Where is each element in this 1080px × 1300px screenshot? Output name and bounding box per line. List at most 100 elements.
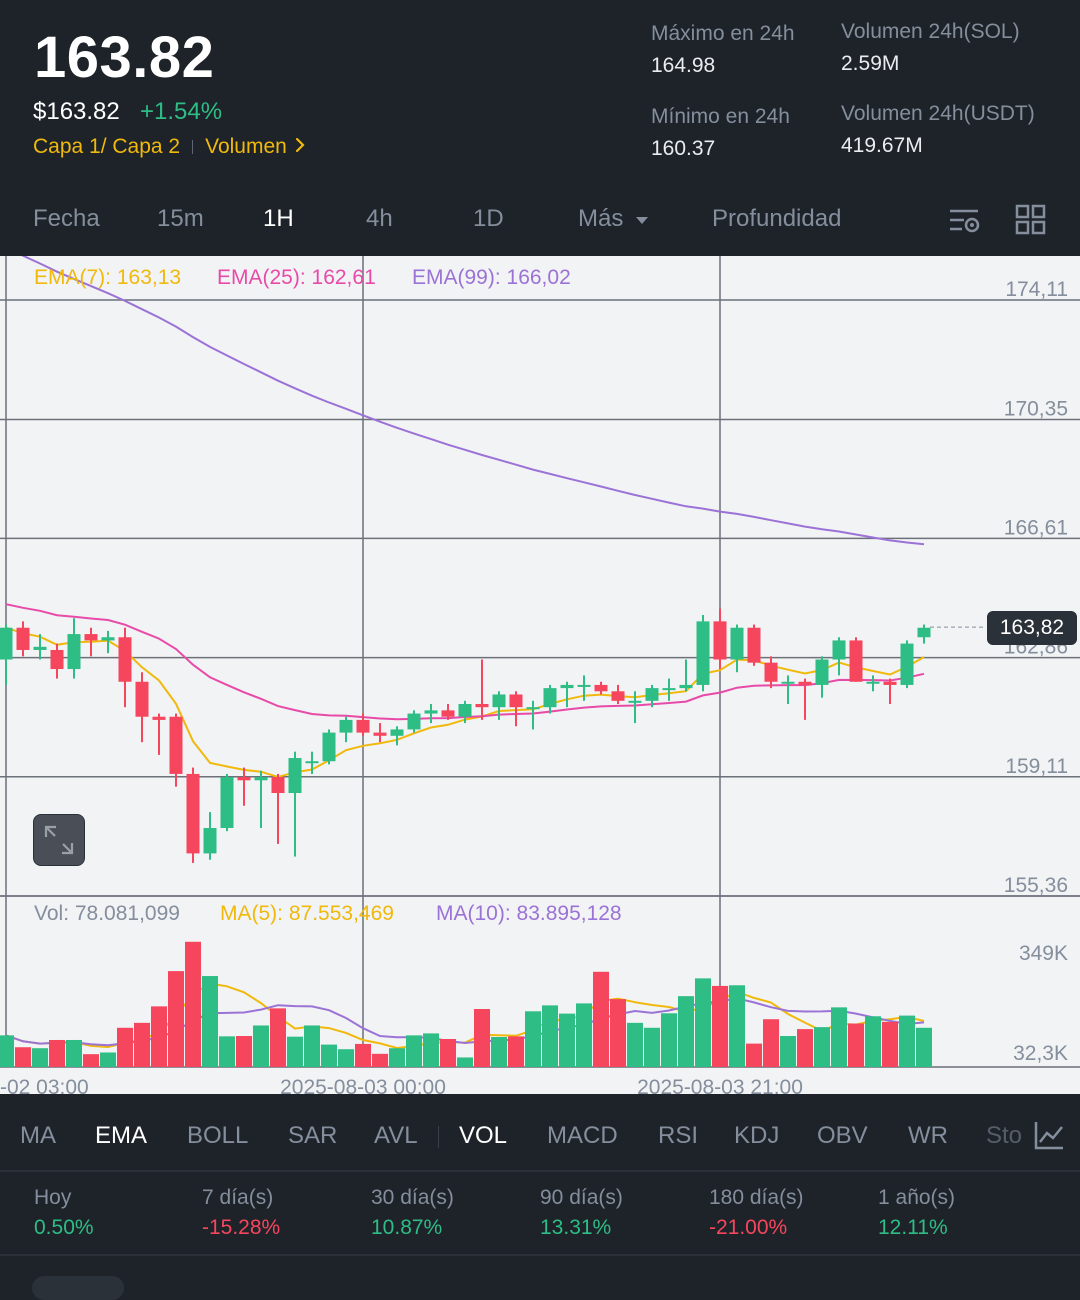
ind-macd[interactable]: MACD <box>547 1122 618 1149</box>
tag-separator <box>192 140 194 154</box>
candle-body <box>917 627 931 638</box>
volume-bar <box>168 971 184 1067</box>
volume-bar <box>763 1019 779 1067</box>
performance-row: Hoy 0.50% 7 día(s) -15.28% 30 día(s) 10.… <box>0 1172 1080 1252</box>
candle-body <box>832 640 846 660</box>
candle-body <box>33 646 47 650</box>
volume-bar <box>559 1013 575 1067</box>
candle-body <box>118 637 132 682</box>
perf-label: 1 año(s) <box>878 1186 956 1209</box>
candle-body <box>84 634 98 641</box>
candle-body <box>492 694 506 708</box>
volume-bar <box>678 996 694 1067</box>
volume-bar <box>899 1015 915 1067</box>
candle-body <box>849 640 863 682</box>
ind-vol[interactable]: VOL <box>459 1122 508 1149</box>
volume-bar <box>185 941 201 1067</box>
volume-bar <box>542 1005 558 1067</box>
volume-bar <box>15 1047 31 1067</box>
tab-1h[interactable]: 1H <box>263 205 294 232</box>
perf-90d: 90 día(s) 13.31% <box>540 1186 623 1240</box>
grid-layout-icon[interactable] <box>1014 203 1048 237</box>
ind-boll[interactable]: BOLL <box>187 1122 249 1149</box>
price-axis-label: 159,11 <box>1005 755 1068 778</box>
volume-bar <box>406 1035 422 1067</box>
candle-body <box>339 719 353 733</box>
volume-bar <box>66 1039 82 1067</box>
candle-body <box>713 621 727 660</box>
time-axis-label: -02 03:00 <box>0 1076 89 1094</box>
candle-body <box>441 710 455 717</box>
volume-bar <box>508 1036 524 1067</box>
volume-bar <box>491 1037 507 1067</box>
tab-1d[interactable]: 1D <box>473 205 504 232</box>
volume-bar <box>236 1036 252 1067</box>
kline-chart[interactable]: 174,11 170,35 166,61 162,86 159,11 155,36 349K… <box>0 246 1080 1099</box>
perf-today: Hoy 0.50% <box>34 1186 94 1240</box>
volume-bar <box>712 985 728 1067</box>
candle-body <box>50 649 64 670</box>
perf-label: 30 día(s) <box>371 1186 454 1209</box>
candle-body <box>611 691 625 701</box>
volume-bar <box>457 1057 473 1067</box>
tab-more[interactable]: Más <box>578 205 650 233</box>
ind-ma[interactable]: MA <box>20 1122 56 1149</box>
volume-bar <box>797 1029 813 1067</box>
chart-settings-icon[interactable] <box>948 203 982 237</box>
volume-bar <box>525 1011 541 1067</box>
tab-4h[interactable]: 4h <box>366 205 393 232</box>
line-chart-icon <box>1034 1122 1063 1150</box>
indicator-settings[interactable] <box>1028 1118 1080 1154</box>
volume-axis-label: 32,3K <box>1013 1042 1068 1065</box>
candle-body <box>815 659 829 685</box>
price-axis-label: 155,36 <box>1004 874 1068 897</box>
tab-fecha[interactable]: Fecha <box>33 205 100 232</box>
volume-bar <box>219 1036 235 1067</box>
perf-value: 12.11% <box>878 1216 948 1239</box>
ind-stoch[interactable]: Sto <box>986 1122 1023 1149</box>
kline-chart-svg: 174,11170,35166,61162,86159,11155,36349K… <box>0 246 1080 1099</box>
ind-ema[interactable]: EMA <box>95 1122 148 1149</box>
candle-body <box>730 627 744 660</box>
volume-bar <box>202 976 218 1067</box>
candle-body <box>322 732 336 762</box>
volume-bar <box>848 1023 864 1067</box>
tab-15m[interactable]: 15m <box>157 205 204 232</box>
volume-bar <box>355 1043 371 1067</box>
candle-body <box>577 684 591 687</box>
ind-rsi[interactable]: RSI <box>658 1122 699 1149</box>
candle-body <box>203 827 217 854</box>
volume-link[interactable]: Volumen <box>205 135 287 158</box>
candle-body <box>407 713 421 730</box>
volume-bar <box>814 1027 830 1067</box>
ind-avl[interactable]: AVL <box>374 1122 418 1149</box>
perf-1y: 1 año(s) 12.11% <box>878 1186 955 1240</box>
volume-bar <box>49 1039 65 1067</box>
perf-value: 0.50% <box>34 1216 94 1239</box>
perf-value: -21.00% <box>709 1216 788 1239</box>
ind-kdj[interactable]: KDJ <box>734 1122 780 1149</box>
ind-sar[interactable]: SAR <box>288 1122 338 1149</box>
bottom-action-pill[interactable] <box>32 1276 124 1300</box>
tab-depth[interactable]: Profundidad <box>712 205 842 232</box>
perf-30d: 30 día(s) 10.87% <box>371 1186 454 1240</box>
candle-body <box>305 761 319 764</box>
vol-legend: Vol: 78.081,099 <box>34 902 180 925</box>
fullscreen-button[interactable] <box>33 814 85 866</box>
volume-bar <box>576 1003 592 1067</box>
price-usd: $163.82 <box>33 98 120 125</box>
ind-obv[interactable]: OBV <box>817 1122 868 1149</box>
ema99-legend: EMA(99): 166,02 <box>412 266 571 289</box>
timeframe-tabs: Fecha 15m 1H 4h 1D Más Profundidad <box>0 195 1080 251</box>
perf-label: Hoy <box>34 1186 72 1209</box>
bottom-divider <box>0 1254 1080 1256</box>
candle-body <box>390 729 404 736</box>
candle-body <box>475 704 489 708</box>
volume-bar <box>253 1025 269 1067</box>
low-24h-value: 160.37 <box>651 137 716 160</box>
high-24h-value: 164.98 <box>651 54 716 77</box>
ema99-line <box>5 246 925 546</box>
layer-tag[interactable]: Capa 1/ Capa 2 <box>33 135 181 158</box>
tag-row: Capa 1/ Capa 2 Volumen <box>33 135 305 159</box>
ind-wr[interactable]: WR <box>908 1122 948 1149</box>
